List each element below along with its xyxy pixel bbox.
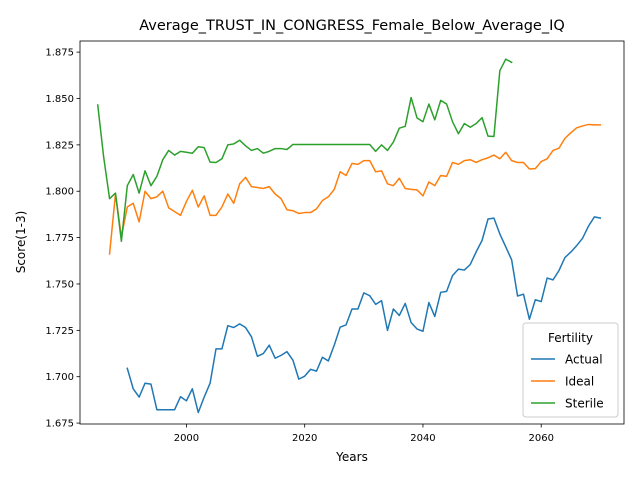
axes-frame	[79, 40, 625, 425]
legend-label-actual: Actual	[565, 353, 603, 367]
legend-label-sterile: Sterile	[565, 397, 604, 411]
x-tick-label: 2020	[292, 433, 317, 444]
axes: 2000 2020 2040 2060 1.675 1.700 1.725 1.750 1.77…	[45, 40, 625, 444]
y-tick-label: 1.675	[45, 419, 74, 430]
y-tick-label: 1.725	[45, 326, 74, 337]
x-tick-label: 2000	[174, 433, 199, 444]
y-tick-label: 1.775	[45, 233, 74, 244]
x-tick-label: 2060	[528, 433, 553, 444]
series-lines	[96, 58, 602, 414]
y-tick-label: 1.850	[45, 94, 74, 105]
legend: Fertility Actual Ideal Sterile	[522, 322, 619, 418]
x-axis-label: Years	[335, 450, 368, 464]
legend-title: Fertility	[548, 331, 593, 345]
series-line-ideal	[108, 123, 602, 255]
series-line-actual	[126, 216, 602, 414]
y-tick-label: 1.700	[45, 372, 74, 383]
y-tick-label: 1.750	[45, 279, 74, 290]
legend-box	[522, 322, 619, 418]
y-tick-label: 1.825	[45, 140, 74, 151]
legend-label-ideal: Ideal	[565, 375, 594, 389]
series-line-sterile	[96, 58, 513, 243]
y-tick-label: 1.800	[45, 187, 74, 198]
y-axis-label: Score(1-3)	[14, 211, 28, 274]
chart-title: Average_TRUST_IN_CONGRESS_Female_Below_A…	[139, 18, 565, 34]
x-tick-label: 2040	[410, 433, 435, 444]
y-tick-label: 1.875	[45, 48, 74, 59]
